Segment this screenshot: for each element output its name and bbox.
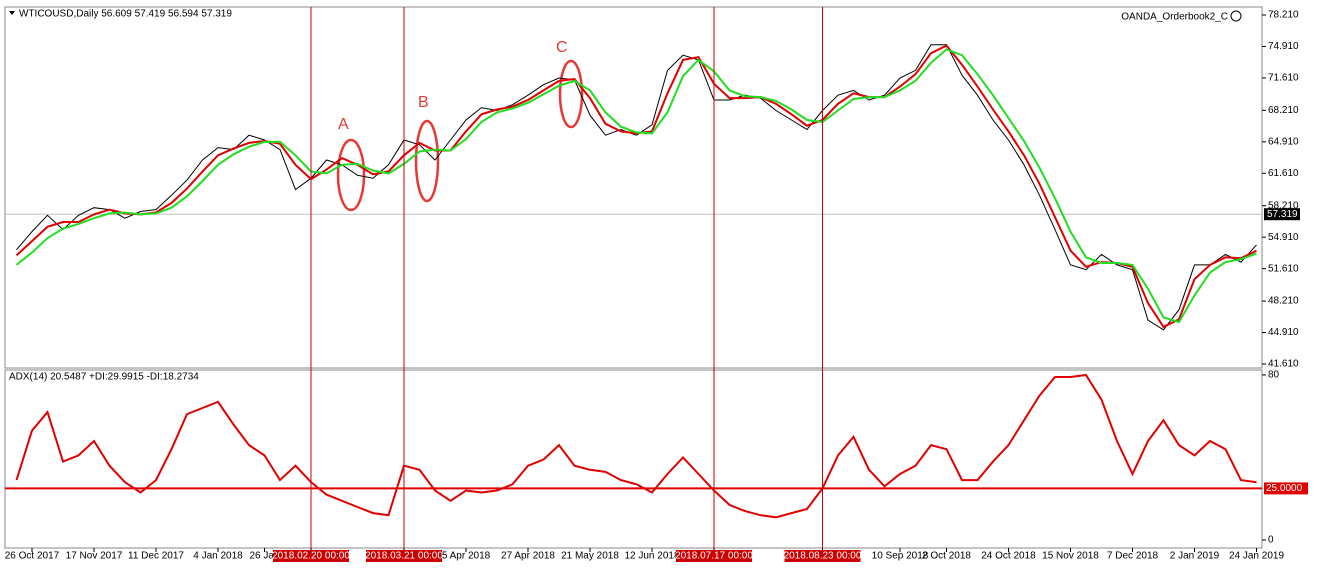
marker-label: 2018.08.23 00:00 [784,551,862,562]
annotation: C [556,39,568,56]
x-tick-label: 15 Nov 2018 [1042,551,1099,562]
annotation: B [418,94,429,111]
x-tick-label: 17 Nov 2017 [66,551,123,562]
y-tick-label: 74.910 [1268,41,1299,52]
main-title: WTICOUSD,Daily 56.609 57.419 56.594 57.3… [19,9,232,20]
marker-label-box [784,550,861,562]
x-tick-label: 4 Jan 2018 [193,551,243,562]
marker-label-box [273,550,349,562]
x-tick-label: 7 Dec 2018 [1107,551,1159,562]
x-tick-label: 24 Oct 2018 [981,551,1036,562]
x-tick-label: 24 Jan 2019 [1229,551,1284,562]
adx-title: ADX(14) 20.5487 +DI:29.9915 -DI:18.2734 [9,372,199,383]
panel-menu-icon[interactable] [9,11,15,15]
highlight-ellipse [336,138,366,212]
x-tick-label: 2 Oct 2018 [922,551,971,562]
y-tick-label: 78.210 [1268,10,1299,21]
y-tick-label: 58.210 [1268,200,1299,211]
smiley-icon [1230,10,1242,22]
x-tick-label: 5 Apr 2018 [442,551,491,562]
x-tick-label: 21 May 2018 [561,551,619,562]
level-box [1264,482,1308,495]
series-line [15,48,1257,324]
y-tick-label: 68.210 [1268,105,1299,116]
indicator-label: OANDA_Orderbook2_C [1121,12,1228,23]
y-tick-label: 41.610 [1268,359,1299,370]
highlight-ellipse [558,59,584,129]
marker-label: 2018.07.17 00:00 [675,551,753,562]
x-tick-label: 26 Oct 2017 [5,551,60,562]
y-tick-label: 44.910 [1268,327,1299,338]
x-tick-label: 2 Jan 2019 [1170,551,1220,562]
level-label: 25.0000 [1266,483,1303,494]
marker-label-box [366,550,442,562]
last-price-box [1264,208,1300,221]
x-tick-label: 12 Jun 2018 [624,551,679,562]
x-tick-label: 11 Dec 2017 [128,551,184,562]
series-line [16,44,1257,331]
y-tick-label: 64.910 [1268,136,1299,147]
y-tick-label: 0 [1268,535,1274,546]
y-tick-label: 80 [1268,370,1280,381]
main-panel [4,6,1263,369]
last-price-label: 57.319 [1267,209,1298,220]
x-tick-label: 26 Jan [249,551,279,562]
x-tick-label: 27 Apr 2018 [501,551,555,562]
annotation: A [338,116,349,133]
marker-label-box [676,550,752,562]
y-tick-label: 51.610 [1268,263,1299,274]
y-tick-label: 71.610 [1268,73,1299,84]
series-line [15,373,1257,519]
series-line [15,44,1257,329]
y-tick-label: 61.610 [1268,168,1299,179]
x-tick-label: 10 Sep 2018 [872,551,929,562]
y-tick-label: 48.210 [1268,296,1299,307]
adx-panel [4,369,1263,549]
highlight-ellipse [414,119,440,203]
y-tick-label: 54.910 [1268,232,1299,243]
marker-label: 2018.02.20 00:00 [272,551,350,562]
marker-label: 2018.03.21 00:00 [365,551,443,562]
